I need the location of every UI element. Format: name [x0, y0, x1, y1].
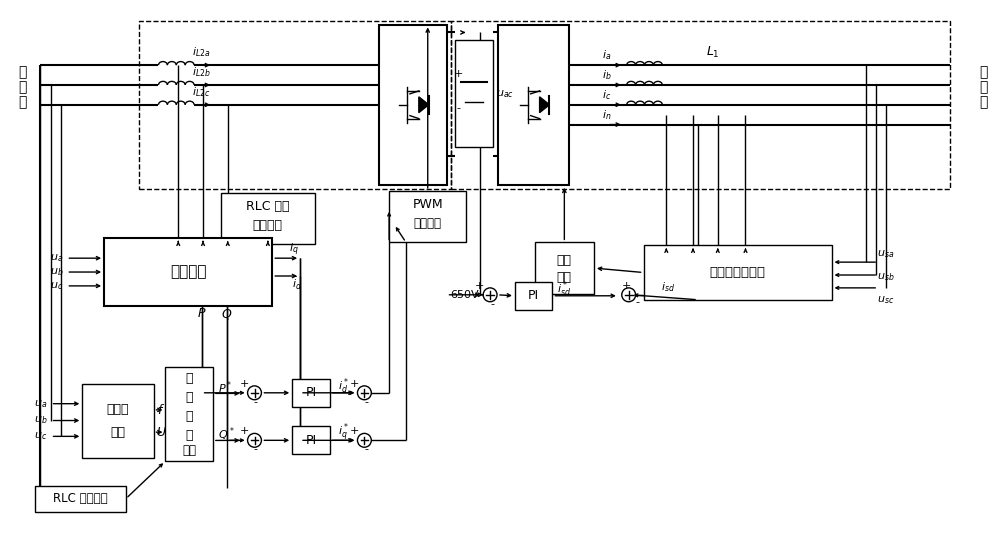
Text: RLC 参数: RLC 参数: [246, 200, 290, 213]
Text: 计算模块: 计算模块: [170, 264, 206, 279]
Bar: [104, 239, 272, 306]
Text: $u_{sa}$: $u_{sa}$: [877, 249, 895, 260]
Bar: [515, 282, 552, 310]
Text: -: -: [253, 397, 257, 407]
Text: 率: 率: [185, 391, 193, 404]
Text: 输: 输: [19, 65, 27, 79]
Text: -: -: [456, 102, 460, 113]
Text: $U$: $U$: [156, 426, 167, 439]
Bar: [455, 40, 493, 147]
Text: 相环: 相环: [110, 426, 125, 439]
Text: $Q$: $Q$: [221, 306, 233, 321]
Polygon shape: [540, 97, 549, 112]
Bar: [535, 242, 594, 294]
Text: 侧: 侧: [19, 95, 27, 109]
Text: 控制模块: 控制模块: [414, 217, 442, 230]
Text: +: +: [475, 281, 484, 291]
Text: 指: 指: [185, 410, 193, 423]
Bar: [451, 20, 950, 189]
Text: 出: 出: [979, 80, 987, 94]
Text: $i_n$: $i_n$: [602, 108, 612, 122]
Text: $\bar{i}_d$: $\bar{i}_d$: [292, 276, 302, 292]
Bar: [139, 20, 451, 189]
Text: $i_{L2c}$: $i_{L2c}$: [192, 85, 210, 99]
Text: 模块: 模块: [557, 271, 572, 284]
Text: -: -: [253, 444, 257, 454]
Bar: [389, 191, 466, 242]
Text: +: +: [240, 426, 249, 436]
Text: $u_{sc}$: $u_{sc}$: [877, 294, 895, 306]
Text: $P$: $P$: [197, 307, 206, 320]
Bar: [165, 367, 213, 461]
Bar: [498, 25, 569, 185]
Text: 入: 入: [19, 80, 27, 94]
Text: +: +: [350, 379, 359, 389]
Bar: [35, 486, 126, 511]
Text: $L_1$: $L_1$: [706, 45, 720, 60]
Text: 侧: 侧: [979, 95, 987, 109]
Text: $i_q$: $i_q$: [289, 242, 299, 258]
Text: 控制: 控制: [557, 254, 572, 267]
Text: $u_c$: $u_c$: [50, 280, 63, 292]
Text: 计算: 计算: [182, 444, 196, 457]
Text: $u_a$: $u_a$: [34, 398, 47, 409]
Text: $u_{ac}$: $u_{ac}$: [496, 88, 514, 100]
Text: $u_c$: $u_c$: [34, 430, 47, 442]
Text: +: +: [454, 69, 463, 79]
Bar: [644, 245, 832, 300]
Text: $i^*_q$: $i^*_q$: [338, 422, 349, 445]
Text: $u_a$: $u_a$: [50, 252, 63, 264]
Text: $u_{sb}$: $u_{sb}$: [877, 271, 895, 283]
Bar: [292, 426, 330, 454]
Text: 650V: 650V: [450, 290, 479, 300]
Bar: [292, 379, 330, 407]
Text: $i^*_d$: $i^*_d$: [338, 376, 349, 396]
Text: +: +: [622, 281, 631, 291]
Text: $Q^*$: $Q^*$: [218, 426, 235, 444]
Text: PI: PI: [305, 434, 316, 447]
Text: -: -: [364, 397, 368, 407]
Polygon shape: [419, 97, 429, 112]
Bar: [221, 193, 315, 244]
Text: $i_a$: $i_a$: [602, 48, 612, 62]
Text: $i_b$: $i_b$: [602, 68, 612, 82]
Text: -: -: [636, 297, 640, 307]
Bar: [379, 25, 447, 185]
Text: +: +: [350, 426, 359, 436]
Text: 输: 输: [979, 65, 987, 79]
Text: 功: 功: [185, 372, 193, 386]
Text: 电压锁: 电压锁: [107, 403, 129, 417]
Text: RLC 参数输入: RLC 参数输入: [53, 492, 108, 505]
Text: 四象限控制模块: 四象限控制模块: [710, 266, 766, 279]
Text: $i_{sd}$: $i_{sd}$: [661, 280, 675, 294]
Text: $i_{L2b}$: $i_{L2b}$: [192, 65, 211, 79]
Text: PI: PI: [528, 289, 539, 302]
Text: PI: PI: [305, 386, 316, 399]
Text: $u_b$: $u_b$: [50, 266, 63, 278]
Text: $i_c$: $i_c$: [602, 88, 612, 102]
Text: $i_{L2a}$: $i_{L2a}$: [192, 45, 210, 59]
Text: 令: 令: [185, 429, 193, 442]
Bar: [82, 384, 154, 458]
Text: -: -: [364, 444, 368, 454]
Text: $P^*$: $P^*$: [218, 379, 232, 396]
Text: 自动生成: 自动生成: [253, 219, 283, 232]
Text: PWM: PWM: [412, 198, 443, 211]
Text: +: +: [240, 379, 249, 389]
Text: $u_b$: $u_b$: [34, 414, 47, 426]
Text: $i^*_{sd}$: $i^*_{sd}$: [557, 279, 571, 299]
Text: $f$: $f$: [157, 403, 165, 417]
Text: -: -: [490, 299, 494, 309]
